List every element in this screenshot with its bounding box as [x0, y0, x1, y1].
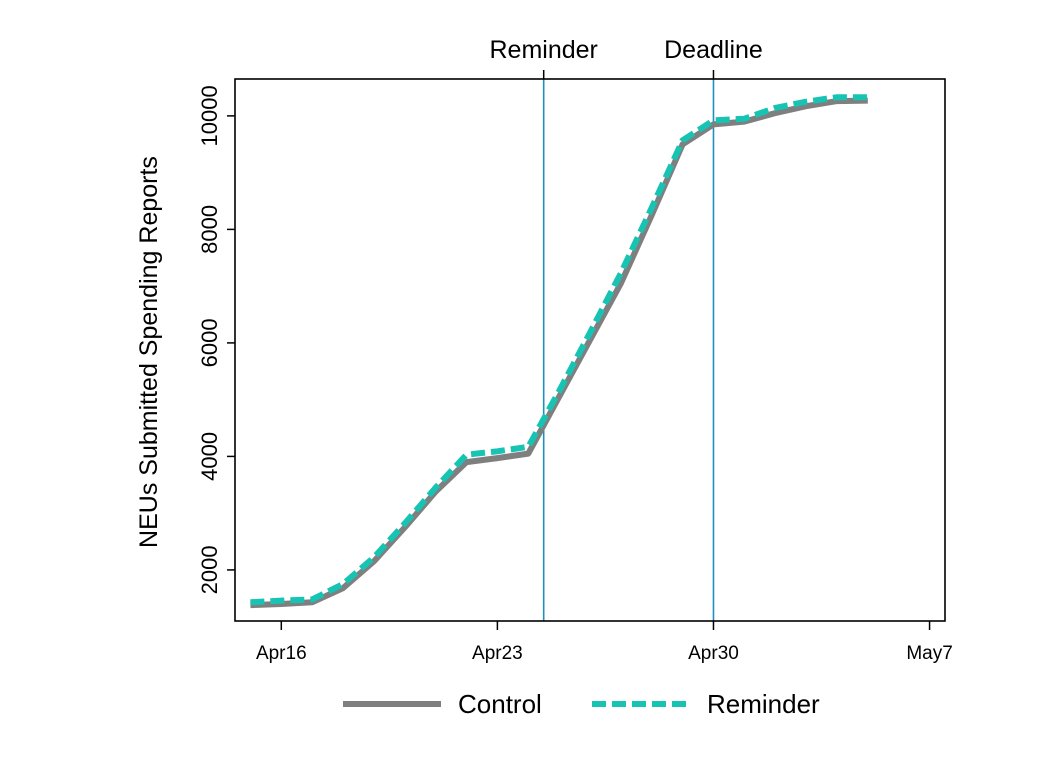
- y-axis-label: NEUs Submitted Spending Reports: [135, 156, 163, 548]
- legend-label-reminder: Reminder: [707, 689, 820, 719]
- y-tick-label: 8000: [197, 205, 222, 254]
- x-tick-label: Apr16: [256, 643, 307, 664]
- plot-area: [250, 79, 868, 621]
- y-tick-label: 4000: [197, 432, 222, 481]
- annotations: Reminder Deadline: [490, 36, 763, 79]
- annotation-label: Deadline: [664, 36, 763, 64]
- y-tick-label: 6000: [197, 318, 222, 367]
- series-line-reminder: [250, 94, 868, 606]
- y-axis: 2000 4000 6000 8000 10000: [197, 85, 235, 594]
- legend-label-control: Control: [458, 689, 542, 719]
- y-tick-label: 10000: [197, 85, 222, 146]
- x-tick-label: Apr23: [472, 643, 523, 664]
- x-tick-label: May7: [906, 643, 952, 664]
- plot-frame: [234, 78, 946, 622]
- annotation-label: Reminder: [490, 36, 598, 64]
- x-axis: Apr16 Apr23 Apr30 May7: [256, 621, 953, 664]
- x-tick-label: Apr30: [688, 643, 739, 664]
- legend: Control Reminder: [343, 689, 820, 719]
- series-line-control: [250, 97, 868, 609]
- y-tick-label: 2000: [197, 545, 222, 594]
